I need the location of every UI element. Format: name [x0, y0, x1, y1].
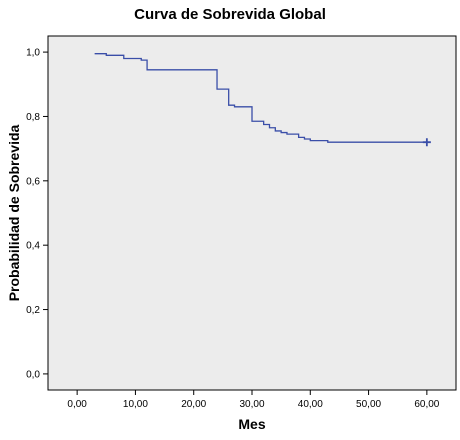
y-tick-label: 0,0: [26, 369, 40, 380]
x-tick-label: 10,00: [123, 399, 148, 410]
x-tick-label: 0,00: [67, 399, 87, 410]
y-tick-label: 0,8: [26, 112, 40, 123]
censored-marker: [422, 138, 431, 147]
chart-title: Curva de Sobrevida Global: [134, 6, 326, 23]
survival-step-line: [94, 53, 427, 143]
y-axis-label: Probabilidad de Sobrevida: [6, 124, 22, 302]
x-axis-label: Mes: [238, 416, 266, 432]
plot-area: [47, 35, 457, 391]
x-tick-label: 30,00: [239, 399, 264, 410]
y-tick-label: 0,4: [26, 241, 40, 252]
x-tick-label: 50,00: [356, 399, 381, 410]
y-tick-label: 1,0: [26, 48, 40, 59]
x-tick-label: 60,00: [414, 399, 439, 410]
x-tick-label: 20,00: [181, 399, 206, 410]
x-tick-label: 40,00: [298, 399, 323, 410]
y-tick-label: 0,2: [26, 305, 40, 316]
y-tick-label: 0,6: [26, 176, 40, 187]
